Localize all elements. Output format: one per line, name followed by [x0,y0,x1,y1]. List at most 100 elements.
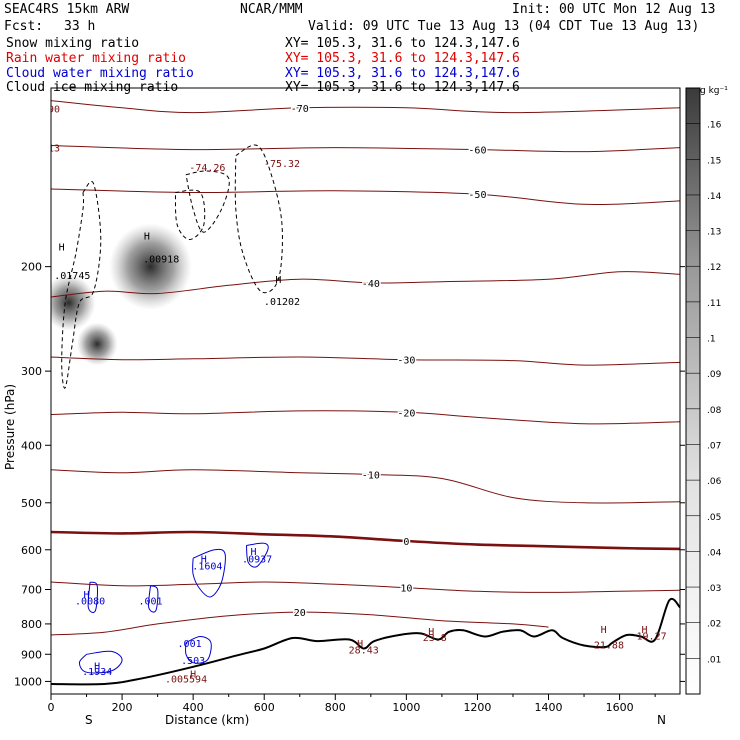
isotherm-10 [51,581,680,593]
mixing-ratio-shading [51,223,192,366]
field-name-snow: Snow mixing ratio [6,36,140,51]
contour-label-layer: -74.26 -75.32 H .01745 H .00918 H .01202 .13 -90 H… [42,105,667,686]
contour-annotation: .13 [42,144,60,155]
isotherm-label: -50 [468,190,486,201]
isotherm-label: -40 [362,279,380,290]
isotherm-label: 20 [294,608,306,619]
cloud-ice-contour-3 [174,189,206,241]
contour-annotation: H [59,243,65,254]
isotherm-0 [51,530,680,551]
contour-annotation: H [275,275,281,286]
y-tick-label: 1000 [14,675,42,688]
field-xy-rain: XY= 105.3, 31.6 to 124.3,147.6 [285,51,520,66]
colorbar-tick-label: .12 [707,263,721,273]
contour-annotation: H [94,662,100,673]
contour-annotation: H [190,670,196,681]
contour-annotation: .1604 [192,562,222,573]
isotherm-label: -60 [468,146,486,157]
isotherm--10 [51,469,680,504]
x-tick-label: 1400 [535,701,563,714]
colorbar-tick-label: .15 [707,156,721,166]
cloud-ice-contour-0 [61,181,102,389]
cloud-ice-contour-1 [185,170,230,233]
contour-annotation: .001 [178,639,202,650]
contour-annotation: -75.32 [264,159,300,170]
colorbar: .01 .02 .03 .04 .05 .06 .07 .08 .09 .1 .11 .12 .13 .1… [685,87,722,695]
terrain-layer [51,597,680,694]
colorbar-tick-label: .05 [707,513,721,523]
plot-frame [50,87,681,695]
y-axis-label: Pressure (hPa) [3,384,17,470]
x-axis-label: Distance (km) [165,713,249,727]
contour-annotation: -74.26 [189,163,225,174]
contour-annotation: H [641,625,647,636]
x-end-south: S [85,713,93,727]
field-name-cloud-water: Cloud water mixing ratio [6,66,194,81]
contour-annotation: H [357,639,363,650]
y-tick-label: 700 [21,584,42,597]
x-tick-label: 1600 [606,701,634,714]
colorbar-tick-label: .16 [707,121,722,131]
contour-annotation: H [428,627,434,638]
fcst-value: 33 h [64,19,96,34]
colorbar-tick-label: .06 [707,477,722,487]
isotherm--60 [51,145,680,153]
contour-annotation: .0080 [75,597,105,608]
colorbar-tick-label: .13 [707,228,721,238]
cloud-water-contour-1 [246,542,269,568]
x-tick-label: 1200 [463,701,491,714]
contour-annotation: .005594 [165,675,207,686]
isotherm-label: 10 [400,584,412,595]
contour-annotation: H [201,554,207,565]
mixing-ratio-peak-1 [51,274,96,331]
contour-annotation: .001 [138,597,162,608]
colorbar-tick-label: .11 [707,299,721,309]
terrain-line [51,597,680,686]
contour-annotation: .01745 [54,271,90,282]
contour-annotation: H [84,590,90,601]
x-tick-label: 400 [183,701,204,714]
colorbar-tick-label: .01 [707,655,721,665]
valid-time: Valid: 09 UTC Tue 13 Aug 13 (04 CDT Tue … [308,19,700,34]
contour-annotation: H [251,547,257,558]
colorbar-ramp [685,87,701,695]
colorbar-tick-label: .02 [707,620,721,630]
colorbar-tick-label: .03 [707,584,721,594]
colorbar-tick-label: .09 [707,370,722,380]
contour-annotation: .503 [181,656,205,667]
isotherm-label: -70 [291,104,309,115]
y-tick-label: 800 [21,618,42,631]
isotherm--40 [51,271,680,298]
field-xy-snow: XY= 105.3, 31.6 to 124.3,147.6 [285,36,520,51]
isotherm-label: 0 [403,537,409,548]
mixing-ratio-peak-0 [109,223,192,310]
x-tick-label: 800 [325,701,346,714]
contour-annotation: 21.88 [594,640,624,651]
y-tick-label: 200 [21,261,42,274]
colorbar-unit: g kg⁻¹ [700,86,728,96]
y-tick-label: 600 [21,544,42,557]
isotherm-20 [51,611,549,636]
contour-annotation: -90 [42,105,60,116]
y-tick-label: 400 [21,439,42,452]
colorbar-tick-label: .14 [707,192,722,202]
x-tick-label: 1000 [392,701,420,714]
colorbar-tick-label: .07 [707,441,721,451]
org-label: NCAR/MMM [240,2,303,17]
isotherm-label: -30 [397,356,415,367]
colorbar-tick-label: .08 [707,406,722,416]
isotherm--20 [51,410,680,425]
contour-annotation: .01202 [264,297,300,308]
x-tick-label: 200 [112,701,133,714]
model-title: SEAC4RS 15km ARW [4,2,130,17]
contour-annotation: 23.8 [423,633,447,644]
y-tick-label: 900 [21,648,42,661]
contour-annotation: 28.43 [349,646,379,657]
axes: 0 200 400 600 800 1000 1200 1400 160020030040050… [14,261,685,714]
contour-annotation: H [601,625,607,636]
field-xy-cloud-water: XY= 105.3, 31.6 to 124.3,147.6 [285,66,520,81]
isotherm-label: -20 [397,408,415,419]
y-tick-label: 300 [21,365,42,378]
contour-layer: -70 -60 -50 -40 -30 -20 -10 0 10 20 [51,100,680,674]
